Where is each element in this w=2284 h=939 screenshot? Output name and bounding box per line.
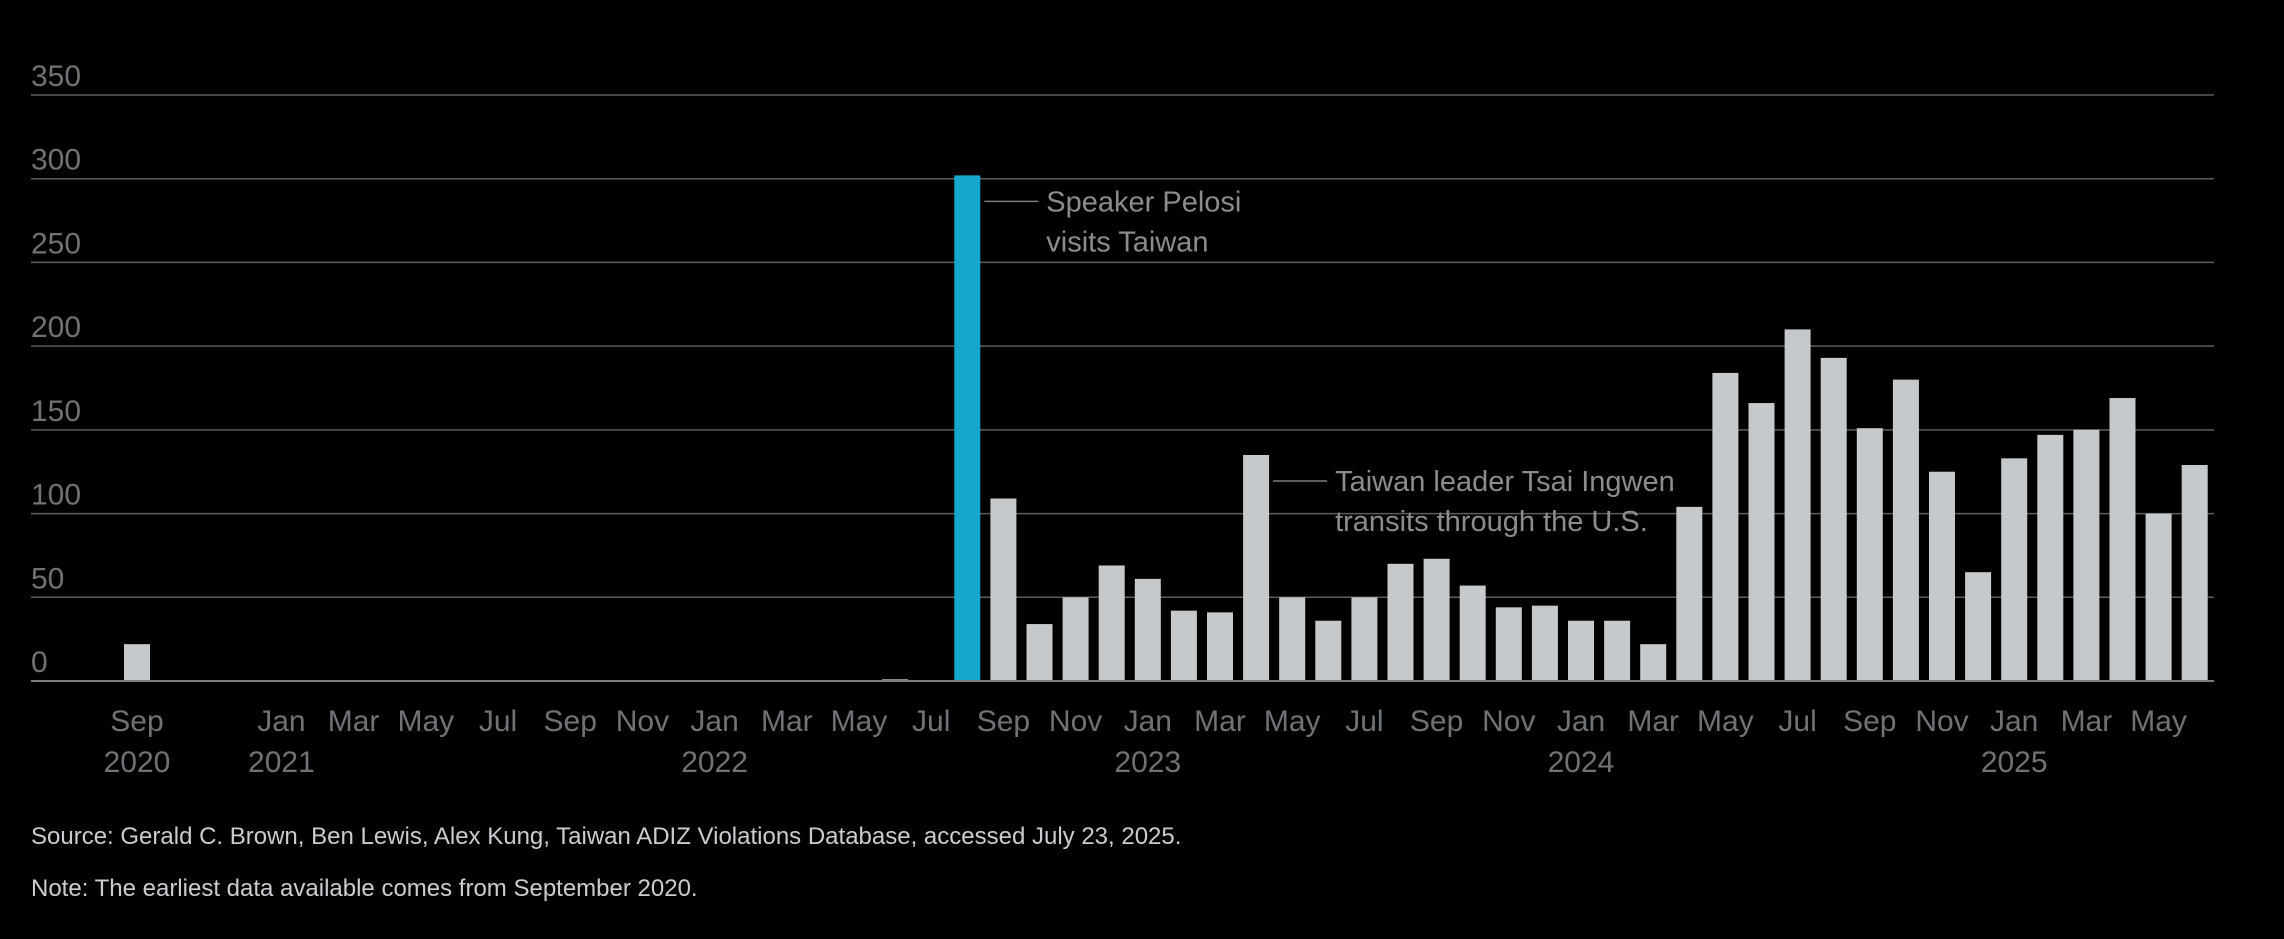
x-tick-label-2022-09: Sep (977, 705, 1030, 738)
x-tick-label-2022-01: Jan (690, 705, 738, 738)
bar-2022-11 (1062, 597, 1089, 681)
y-tick-label-300: 300 (31, 144, 81, 177)
bar-2024-11 (1929, 471, 1955, 681)
annotation-1-line-1: transits through the U.S. (1335, 506, 1648, 538)
bar-2025-03 (2073, 429, 2100, 681)
bar-2024-01 (1568, 620, 1594, 681)
x-tick-label-2020-09: Sep (110, 705, 163, 738)
x-year-label-2020: 2020 (104, 746, 171, 779)
x-tick-label-2024-05: May (1697, 705, 1754, 738)
bar-2023-08 (1387, 563, 1414, 681)
annotation-1-line-0: Taiwan leader Tsai Ingwen (1335, 466, 1675, 498)
annotation-0-line-0: Speaker Pelosi (1046, 186, 1241, 218)
x-year-label-2021: 2021 (248, 746, 315, 779)
x-tick-label-2023-01: Jan (1124, 705, 1172, 738)
bar-2023-01 (1134, 578, 1161, 681)
x-tick-label-2023-09: Sep (1410, 705, 1463, 738)
bar-2022-10 (1026, 624, 1053, 681)
x-year-label-2023: 2023 (1114, 746, 1181, 779)
bar-2024-09 (1856, 428, 1883, 681)
x-tick-label-2021-01: Jan (257, 705, 305, 738)
bar-2025-06 (2181, 465, 2208, 681)
bar-2022-08 (954, 175, 981, 681)
x-tick-label-2021-03: Mar (328, 705, 380, 738)
y-tick-label-350: 350 (31, 60, 81, 93)
y-tick-label-100: 100 (31, 479, 81, 512)
bar-2022-12 (1098, 565, 1125, 681)
bar-2024-02 (1604, 620, 1631, 681)
data-note: Note: The earliest data available comes … (31, 875, 698, 902)
bar-2023-11 (1495, 607, 1522, 681)
bar-2023-09 (1423, 558, 1450, 681)
bar-2023-04 (1243, 454, 1270, 681)
bar-2025-02 (2037, 434, 2064, 681)
x-tick-label-2021-07: Jul (479, 705, 517, 738)
x-year-label-2025: 2025 (1981, 746, 2048, 779)
y-tick-label-50: 50 (31, 562, 64, 595)
y-tick-label-250: 250 (31, 227, 81, 260)
x-tick-label-2022-03: Mar (761, 705, 813, 738)
bar-2024-12 (1965, 572, 1992, 681)
x-year-label-2022: 2022 (681, 746, 748, 779)
x-tick-label-2022-11: Nov (1049, 705, 1102, 738)
bar-2020-09 (124, 644, 150, 681)
bar-2023-02 (1170, 610, 1197, 681)
bars (124, 175, 2208, 681)
x-tick-label-2022-07: Jul (912, 705, 950, 738)
x-tick-label-2024-07: Jul (1778, 705, 1816, 738)
source-note: Source: Gerald C. Brown, Ben Lewis, Alex… (31, 823, 1182, 850)
x-tick-label-2021-05: May (397, 705, 454, 738)
x-tick-label-2025-03: Mar (2061, 705, 2113, 738)
x-tick-label-2024-11: Nov (1915, 705, 1968, 738)
bar-2024-05 (1712, 372, 1739, 681)
bar-2024-10 (1892, 379, 1919, 681)
annotation-0-line-1: visits Taiwan (1046, 226, 1208, 258)
y-axis-tick-labels: 0 50 100 150 200 250 300 350 (31, 60, 81, 679)
y-tick-label-0: 0 (31, 646, 48, 679)
x-year-label-2024: 2024 (1548, 746, 1615, 779)
x-tick-label-2021-11: Nov (616, 705, 669, 738)
y-tick-label-200: 200 (31, 311, 81, 344)
bar-2024-03 (1640, 644, 1667, 681)
x-tick-label-2025-05: May (2130, 705, 2187, 738)
bar-2022-09 (990, 498, 1017, 681)
bar-2024-06 (1748, 403, 1775, 681)
bar-2023-06 (1315, 620, 1342, 681)
annotations: Speaker Pelosi visits Taiwan Taiwan leader… (984, 186, 1675, 538)
x-tick-label-2021-09: Sep (544, 705, 597, 738)
bar-2023-12 (1531, 605, 1558, 681)
bar-2023-03 (1207, 612, 1233, 681)
bar-2024-08 (1820, 357, 1847, 681)
bar-2024-07 (1784, 329, 1811, 681)
bar-2024-04 (1676, 506, 1703, 681)
x-tick-label-2023-03: Mar (1194, 705, 1246, 738)
y-tick-label-150: 150 (31, 395, 81, 428)
bar-2023-07 (1351, 597, 1378, 681)
x-tick-label-2024-09: Sep (1843, 705, 1896, 738)
x-tick-label-2023-11: Nov (1482, 705, 1535, 738)
x-tick-label-2024-03: Mar (1627, 705, 1679, 738)
x-tick-label-2024-01: Jan (1557, 705, 1605, 738)
bar-2023-10 (1459, 585, 1486, 681)
x-tick-label-2025-01: Jan (1990, 705, 2038, 738)
bar-2025-05 (2145, 513, 2172, 681)
x-tick-label-2023-05: May (1264, 705, 1321, 738)
bar-2025-01 (2001, 458, 2028, 681)
x-tick-label-2023-07: Jul (1345, 705, 1383, 738)
x-axis-tick-labels: Sep Jan Mar May Jul Sep Nov Jan Mar May Jul Sep Nov J… (104, 705, 2187, 779)
bar-2025-04 (2109, 398, 2136, 681)
x-tick-label-2022-05: May (831, 705, 888, 738)
gridlines (31, 94, 2214, 599)
bar-2023-05 (1279, 597, 1306, 681)
